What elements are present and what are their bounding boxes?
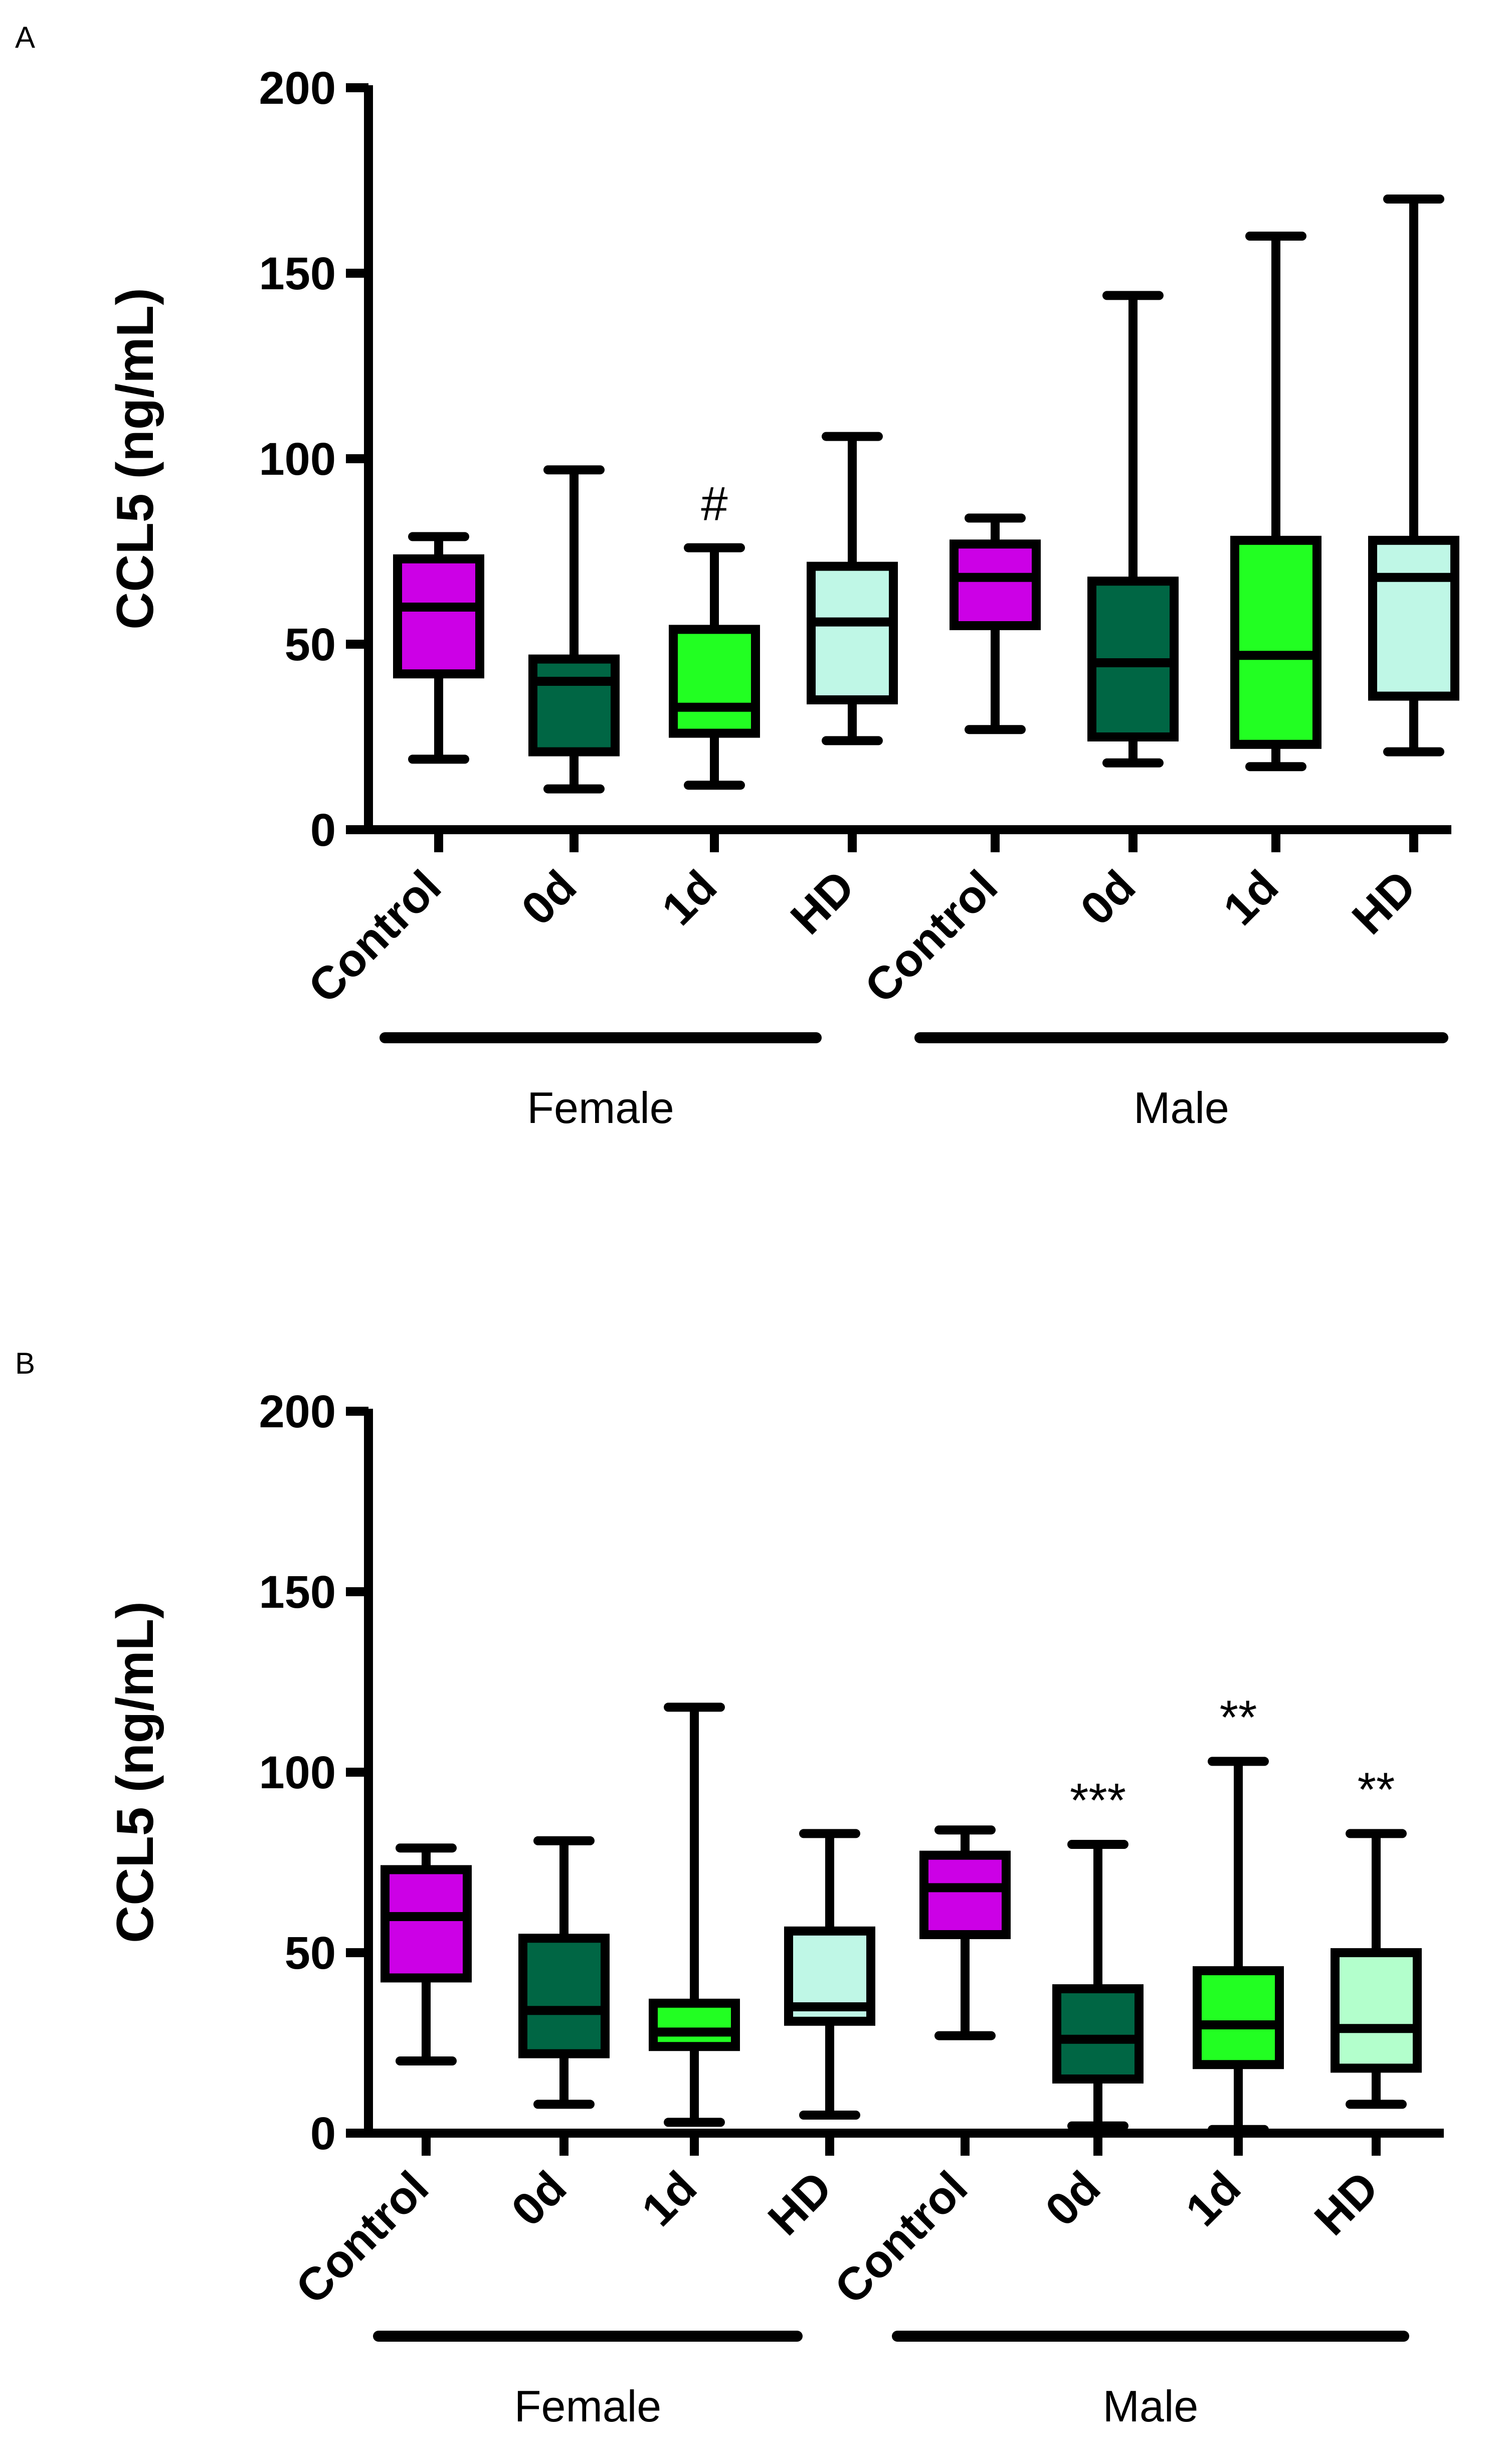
category-label: 0d <box>512 861 586 935</box>
box-male-hd: ** <box>1331 1763 1422 2109</box>
y-tick-label: 50 <box>285 1928 336 1979</box>
box-female-hd <box>807 432 898 745</box>
category-label: 0d <box>1071 861 1145 935</box>
y-tick-label: 50 <box>285 619 336 670</box>
category-label: Control <box>286 2162 438 2314</box>
y-tick-label: 200 <box>259 63 336 114</box>
category-label: 0d <box>1036 2162 1110 2236</box>
box-male-hd <box>1368 195 1459 757</box>
box-male-control <box>919 1825 1011 2040</box>
box-male-0d: *** <box>1052 1774 1144 2131</box>
category-label: HD <box>759 2162 842 2245</box>
group-label-female: Female <box>527 1083 674 1132</box>
box-female-control <box>381 1843 472 2065</box>
y-tick-label: 150 <box>259 1567 336 1618</box>
group-label-female: Female <box>514 2381 661 2431</box>
category-label: HD <box>1305 2162 1388 2245</box>
box-male-1d: ** <box>1193 1690 1284 2134</box>
box-female-0d <box>518 1836 610 2109</box>
category-label: Control <box>825 2162 977 2314</box>
iqr-box <box>393 554 484 679</box>
iqr-box <box>669 625 760 738</box>
iqr-box <box>807 561 898 704</box>
iqr-box <box>1193 1966 1284 2069</box>
category-label: 0d <box>502 2162 576 2236</box>
box-female-hd <box>784 1829 875 2120</box>
iqr-box <box>1052 1984 1144 2084</box>
category-label: 1d <box>632 2162 706 2236</box>
iqr-box <box>919 1850 1011 1940</box>
box-female-1d <box>649 1703 740 2127</box>
iqr-box <box>1368 535 1459 701</box>
category-label: HD <box>1343 861 1426 944</box>
category-label: 1d <box>1176 2162 1250 2236</box>
significance-label: ** <box>1220 1690 1257 1744</box>
box-male-1d <box>1230 232 1321 772</box>
significance-label: *** <box>1070 1774 1126 1827</box>
iqr-box <box>518 1934 610 2058</box>
category-label: 1d <box>1214 861 1288 935</box>
iqr-box <box>950 539 1041 630</box>
box-female-control <box>393 532 484 764</box>
group-label-male: Male <box>1103 2381 1199 2431</box>
box-female-1d: # <box>669 477 760 790</box>
y-tick-label: 0 <box>310 2108 336 2159</box>
iqr-box <box>649 1998 740 2051</box>
y-tick-label: 150 <box>259 248 336 299</box>
group-label-male: Male <box>1133 1083 1229 1132</box>
iqr-box <box>528 654 620 757</box>
y-axis-title: CCL5 (ng/mL) <box>106 1601 164 1943</box>
panel-letter: B <box>15 1347 35 1380</box>
y-tick-label: 0 <box>310 805 336 856</box>
significance-label: ** <box>1358 1763 1395 1816</box>
box-female-0d <box>528 465 620 794</box>
significance-label: # <box>701 477 727 531</box>
iqr-box <box>381 1865 472 1983</box>
box-male-control <box>950 513 1041 734</box>
category-label: Control <box>855 861 1007 1013</box>
iqr-box <box>1331 1948 1422 2073</box>
category-label: Control <box>299 861 451 1013</box>
y-tick-label: 100 <box>259 434 336 485</box>
panel-letter: A <box>15 21 35 54</box>
y-tick-label: 200 <box>259 1386 336 1437</box>
iqr-box <box>1230 535 1321 749</box>
y-tick-label: 100 <box>259 1747 336 1798</box>
y-axis-title: CCL5 (ng/mL) <box>106 288 164 630</box>
category-label: 1d <box>652 861 726 935</box>
box-male-0d <box>1087 291 1179 768</box>
category-label: HD <box>781 861 864 944</box>
